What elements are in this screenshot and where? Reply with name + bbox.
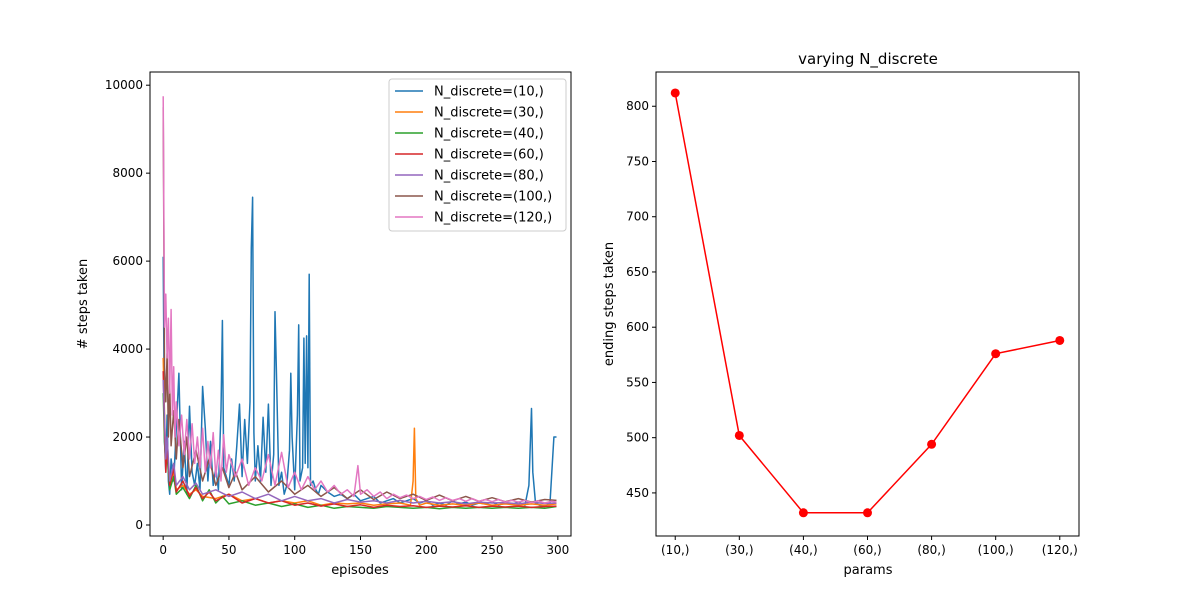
left-x-tick-label: 0	[159, 543, 167, 557]
right-x-tick-label: (100,)	[978, 543, 1014, 557]
legend-label-1: N_discrete=(30,)	[434, 106, 544, 121]
legend-label-0: N_discrete=(10,)	[434, 85, 544, 100]
left-y-ticks: 0 2000 4000 6000 8000 10000	[105, 78, 150, 532]
right-y-tick-label: 450	[626, 486, 649, 500]
left-y-tick-label: 6000	[112, 254, 143, 268]
legend: N_discrete=(10,) N_discrete=(30,) N_discre…	[388, 78, 567, 232]
left-y-tick-label: 10000	[105, 78, 143, 92]
series-line-4	[162, 379, 557, 505]
ending-steps-series	[670, 88, 1065, 518]
ending-steps-point	[863, 508, 872, 518]
left-y-tick-label: 8000	[112, 166, 143, 180]
right-y-tick-label: 700	[626, 210, 649, 224]
left-x-tick-label: 250	[481, 543, 504, 557]
right-x-tick-label: (80,)	[917, 543, 945, 557]
right-x-ticks: (10,) (30,) (40,) (60,) (80,) (100,) (120,)	[661, 536, 1078, 557]
right-y-tick-label: 550	[626, 375, 649, 389]
legend-label-6: N_discrete=(120,)	[434, 211, 552, 226]
left-x-tick-label: 100	[283, 543, 306, 557]
left-y-axis-label: # steps taken	[76, 259, 91, 349]
series-line-3	[162, 371, 557, 509]
right-y-ticks: 450 500 550 600 650 700 750 800	[626, 99, 656, 500]
right-y-tick-label: 750	[626, 154, 649, 168]
series-line-6	[162, 96, 557, 504]
left-x-tick-label: 200	[415, 543, 438, 557]
right-x-tick-label: (60,)	[853, 543, 881, 557]
left-y-tick-label: 4000	[112, 342, 143, 356]
ending-steps-point	[927, 439, 937, 449]
ending-steps-point	[670, 88, 680, 98]
legend-box	[388, 78, 567, 232]
left-x-ticks: 0 50 100 150 200 250 300	[159, 536, 569, 557]
ending-steps-point	[734, 430, 744, 440]
left-x-tick-label: 150	[349, 543, 372, 557]
left-x-axis-label: episodes	[331, 563, 389, 578]
right-y-axis-label: ending steps taken	[602, 242, 617, 366]
steps-vs-episodes-chart: 0 50 100 150 200 250 300 0 2000 4000 6000 8000 1000…	[76, 71, 572, 578]
legend-label-5: N_discrete=(100,)	[434, 190, 552, 205]
legend-label-4: N_discrete=(80,)	[434, 169, 544, 184]
right-y-tick-label: 800	[626, 99, 649, 113]
right-chart-title: varying N_discrete	[798, 50, 938, 69]
legend-label-3: N_discrete=(60,)	[434, 148, 544, 163]
legend-label-2: N_discrete=(40,)	[434, 127, 544, 142]
left-x-tick-label: 300	[546, 543, 569, 557]
right-x-tick-label: (40,)	[789, 543, 817, 557]
right-x-tick-label: (30,)	[725, 543, 753, 557]
right-plot-frame	[655, 71, 1080, 537]
right-x-tick-label: (10,)	[661, 543, 689, 557]
ending-steps-line	[674, 92, 1060, 514]
left-y-tick-label: 0	[135, 518, 143, 532]
right-y-tick-label: 500	[626, 431, 649, 445]
ending-steps-chart: varying N_discrete (10,) (30,) (40,) (60,)(…	[602, 50, 1080, 578]
right-x-tick-label: (120,)	[1042, 543, 1078, 557]
series-line-2	[162, 393, 557, 510]
left-x-tick-label: 50	[221, 543, 236, 557]
ending-steps-point	[798, 508, 808, 518]
series-line-1	[162, 357, 557, 506]
right-y-tick-label: 600	[626, 320, 649, 334]
ending-steps-point	[1055, 335, 1065, 345]
right-y-tick-label: 650	[626, 265, 649, 279]
right-x-axis-label: params	[844, 563, 893, 578]
left-y-tick-label: 2000	[112, 430, 143, 444]
ending-steps-point	[991, 349, 1001, 359]
series-lines	[162, 96, 557, 510]
